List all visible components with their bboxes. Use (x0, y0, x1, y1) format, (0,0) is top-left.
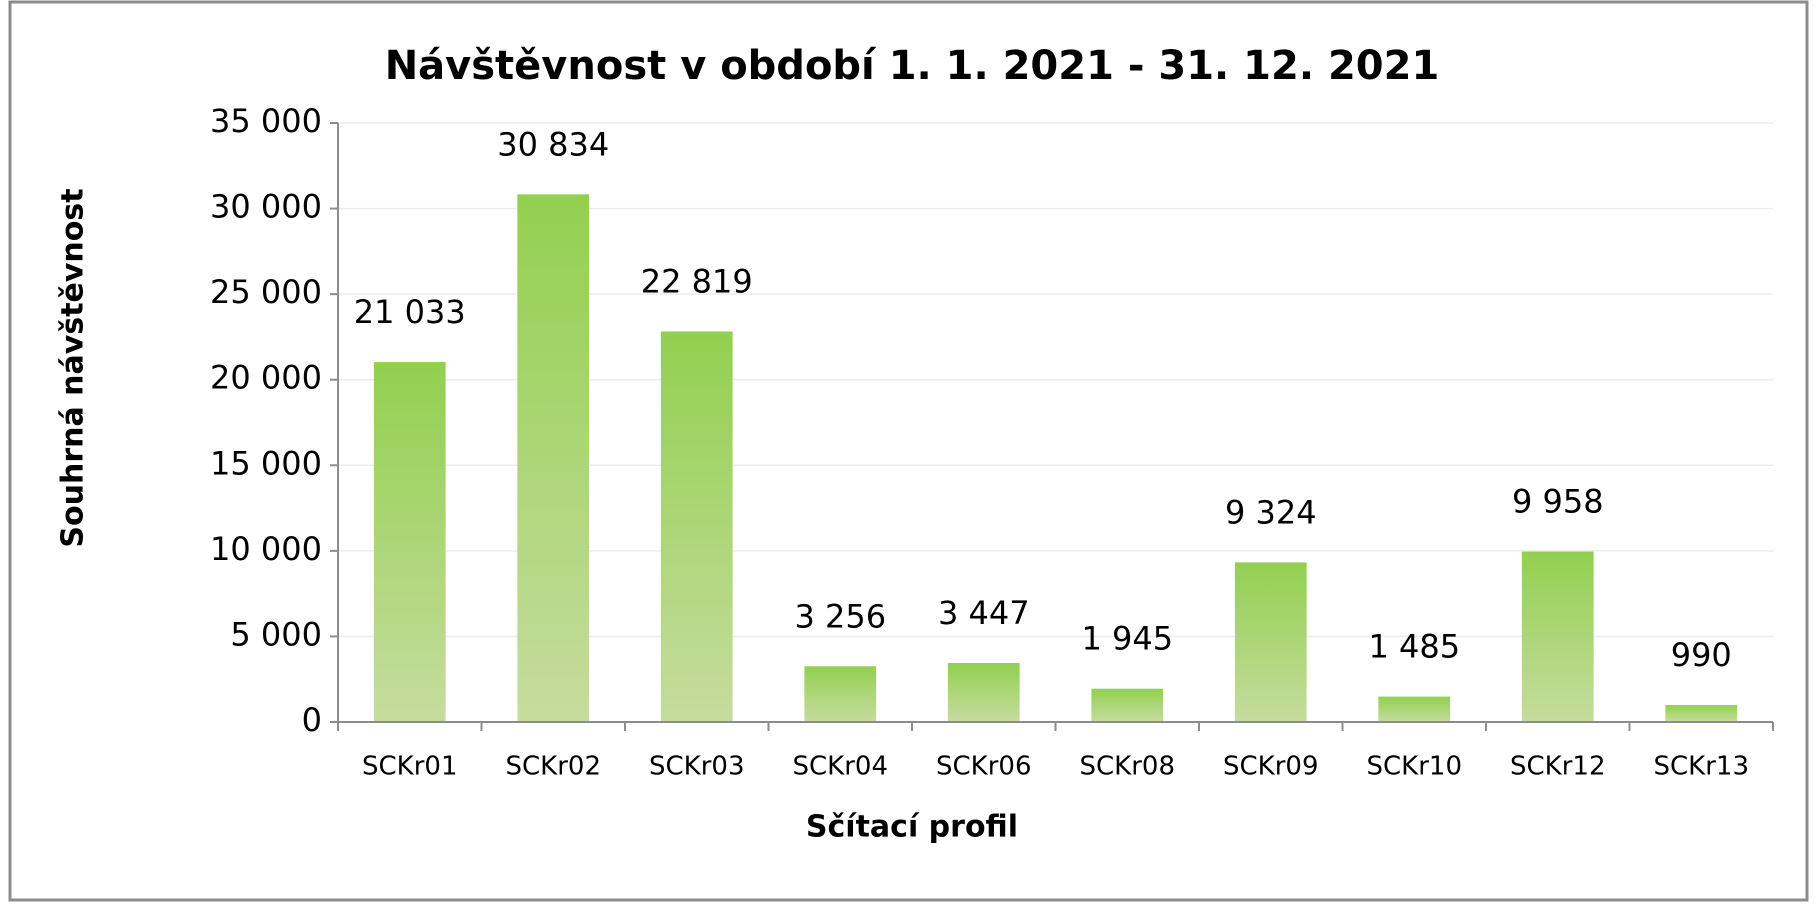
x-tick-label: SCKr13 (1654, 752, 1749, 782)
bar (1665, 705, 1738, 722)
bar (1378, 696, 1451, 722)
data-label: 3 447 (938, 594, 1030, 632)
bar (373, 362, 446, 722)
y-tick-label: 0 (302, 701, 322, 739)
data-label: 22 819 (641, 262, 753, 300)
chart-title: Návštěvnost v období 1. 1. 2021 - 31. 12… (385, 43, 1440, 89)
bar (1091, 688, 1164, 722)
data-label: 21 033 (354, 293, 466, 331)
x-tick-label: SCKr04 (793, 752, 888, 782)
data-label: 3 256 (794, 597, 886, 635)
x-tick-label: SCKr01 (362, 752, 457, 782)
x-tick-label: SCKr02 (506, 752, 601, 782)
x-tick-label: SCKr12 (1510, 752, 1605, 782)
y-tick-label: 5 000 (230, 615, 322, 653)
x-tick-label: SCKr10 (1367, 752, 1462, 782)
bar (1521, 551, 1594, 722)
data-label: 1 485 (1368, 628, 1460, 666)
x-tick-label: SCKr03 (649, 752, 744, 782)
data-label: 9 958 (1512, 483, 1604, 521)
y-tick-label: 30 000 (210, 188, 322, 226)
data-label: 990 (1671, 636, 1732, 674)
y-tick-label: 25 000 (210, 273, 322, 311)
bar (804, 666, 877, 722)
bar (517, 194, 590, 723)
bar (947, 663, 1020, 722)
x-tick-label: SCKr08 (1080, 752, 1175, 782)
bar (1234, 562, 1307, 722)
chart-frame (8, 0, 1809, 902)
x-tick-label: SCKr09 (1223, 752, 1318, 782)
bar (660, 331, 733, 722)
y-tick-label: 20 000 (210, 359, 322, 397)
y-tick-label: 10 000 (210, 530, 322, 568)
data-label: 1 945 (1081, 620, 1173, 658)
y-axis-title: Souhrná návštěvnost (56, 188, 91, 547)
x-axis-title: Sčítací profil (806, 810, 1018, 845)
data-label: 30 834 (497, 125, 609, 163)
x-tick-label: SCKr06 (936, 752, 1031, 782)
data-label: 9 324 (1225, 493, 1317, 531)
y-tick-label: 15 000 (210, 444, 322, 482)
y-tick-label: 35 000 (210, 102, 322, 140)
